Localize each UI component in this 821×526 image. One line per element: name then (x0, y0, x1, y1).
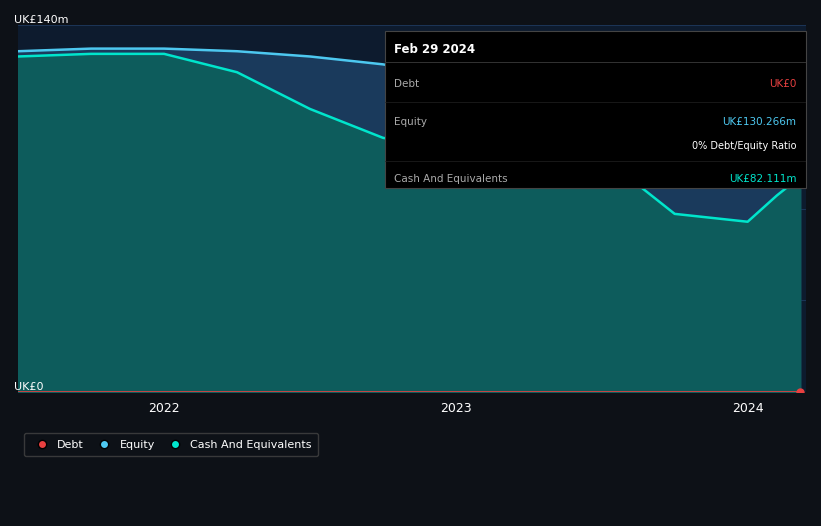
Text: 0% Debt/Equity Ratio: 0% Debt/Equity Ratio (692, 141, 796, 151)
Text: UK£0: UK£0 (14, 382, 44, 392)
Text: Debt: Debt (394, 79, 419, 89)
Legend: Debt, Equity, Cash And Equivalents: Debt, Equity, Cash And Equivalents (24, 433, 319, 457)
Text: Feb 29 2024: Feb 29 2024 (394, 43, 475, 56)
Text: Equity: Equity (394, 117, 427, 127)
Text: Cash And Equivalents: Cash And Equivalents (394, 174, 507, 184)
Text: UK£82.111m: UK£82.111m (729, 174, 796, 184)
Text: UK£130.266m: UK£130.266m (722, 117, 796, 127)
Text: UK£0: UK£0 (769, 79, 796, 89)
FancyBboxPatch shape (384, 31, 806, 188)
Text: UK£140m: UK£140m (14, 15, 69, 25)
